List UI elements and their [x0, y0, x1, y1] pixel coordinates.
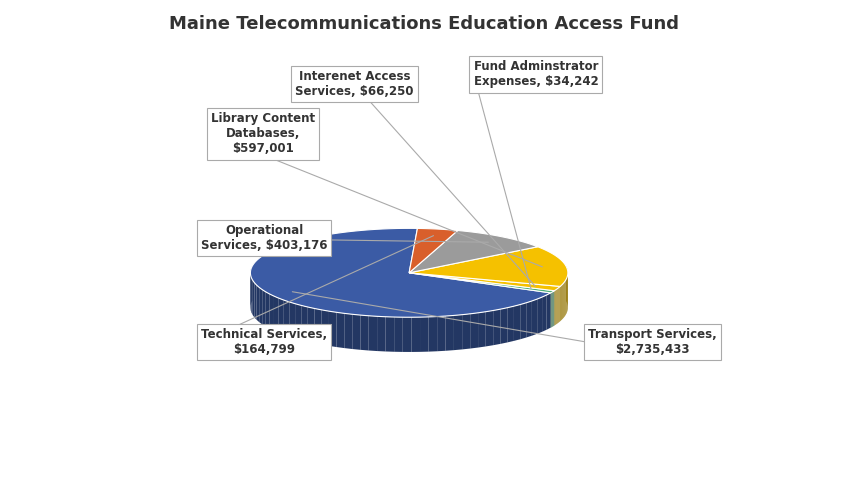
Polygon shape: [500, 308, 507, 344]
Polygon shape: [454, 314, 462, 350]
Polygon shape: [547, 293, 550, 330]
Polygon shape: [250, 228, 550, 317]
Text: Transport Services,
$2,735,433: Transport Services, $2,735,433: [588, 328, 717, 356]
Polygon shape: [253, 280, 254, 317]
Polygon shape: [315, 309, 321, 345]
Polygon shape: [289, 302, 295, 338]
Polygon shape: [360, 315, 369, 351]
Polygon shape: [265, 292, 270, 329]
Polygon shape: [337, 312, 344, 348]
Polygon shape: [462, 314, 470, 349]
Polygon shape: [274, 296, 279, 333]
Polygon shape: [284, 300, 289, 337]
Polygon shape: [301, 306, 308, 342]
Polygon shape: [542, 295, 547, 332]
Polygon shape: [257, 285, 259, 322]
Polygon shape: [445, 315, 454, 351]
Polygon shape: [470, 313, 478, 349]
Polygon shape: [507, 306, 514, 342]
Polygon shape: [352, 314, 360, 350]
Polygon shape: [420, 317, 428, 352]
Polygon shape: [409, 273, 555, 293]
Polygon shape: [252, 278, 253, 315]
Polygon shape: [527, 301, 532, 337]
Polygon shape: [409, 229, 458, 273]
Polygon shape: [321, 310, 329, 346]
Text: Interenet Access
Services, $66,250: Interenet Access Services, $66,250: [295, 70, 414, 98]
Polygon shape: [251, 266, 253, 303]
Polygon shape: [308, 307, 315, 343]
Polygon shape: [428, 316, 437, 352]
Polygon shape: [279, 298, 284, 335]
Polygon shape: [394, 317, 403, 352]
Text: Fund Adminstrator
Expenses, $34,242: Fund Adminstrator Expenses, $34,242: [473, 61, 599, 88]
Polygon shape: [254, 283, 257, 320]
Polygon shape: [494, 309, 500, 345]
Polygon shape: [478, 311, 486, 348]
Polygon shape: [486, 310, 494, 346]
Polygon shape: [532, 299, 537, 336]
Polygon shape: [409, 247, 568, 286]
Polygon shape: [409, 231, 538, 273]
Polygon shape: [521, 303, 527, 339]
Polygon shape: [259, 287, 262, 324]
Polygon shape: [377, 316, 386, 352]
Polygon shape: [437, 316, 445, 351]
Polygon shape: [369, 316, 377, 351]
Text: Maine Telecommunications Education Access Fund: Maine Telecommunications Education Acces…: [169, 15, 679, 33]
Polygon shape: [295, 304, 301, 340]
Polygon shape: [262, 290, 265, 326]
Text: Library Content
Databases,
$597,001: Library Content Databases, $597,001: [210, 113, 315, 155]
Polygon shape: [329, 311, 337, 347]
Polygon shape: [403, 317, 411, 352]
Polygon shape: [409, 273, 561, 291]
Polygon shape: [344, 313, 352, 349]
Polygon shape: [270, 294, 274, 331]
Polygon shape: [514, 305, 521, 341]
Text: Operational
Services, $403,176: Operational Services, $403,176: [201, 224, 327, 252]
Polygon shape: [537, 297, 542, 334]
Polygon shape: [411, 317, 420, 352]
Text: Technical Services,
$164,799: Technical Services, $164,799: [201, 328, 327, 356]
Polygon shape: [386, 317, 394, 352]
